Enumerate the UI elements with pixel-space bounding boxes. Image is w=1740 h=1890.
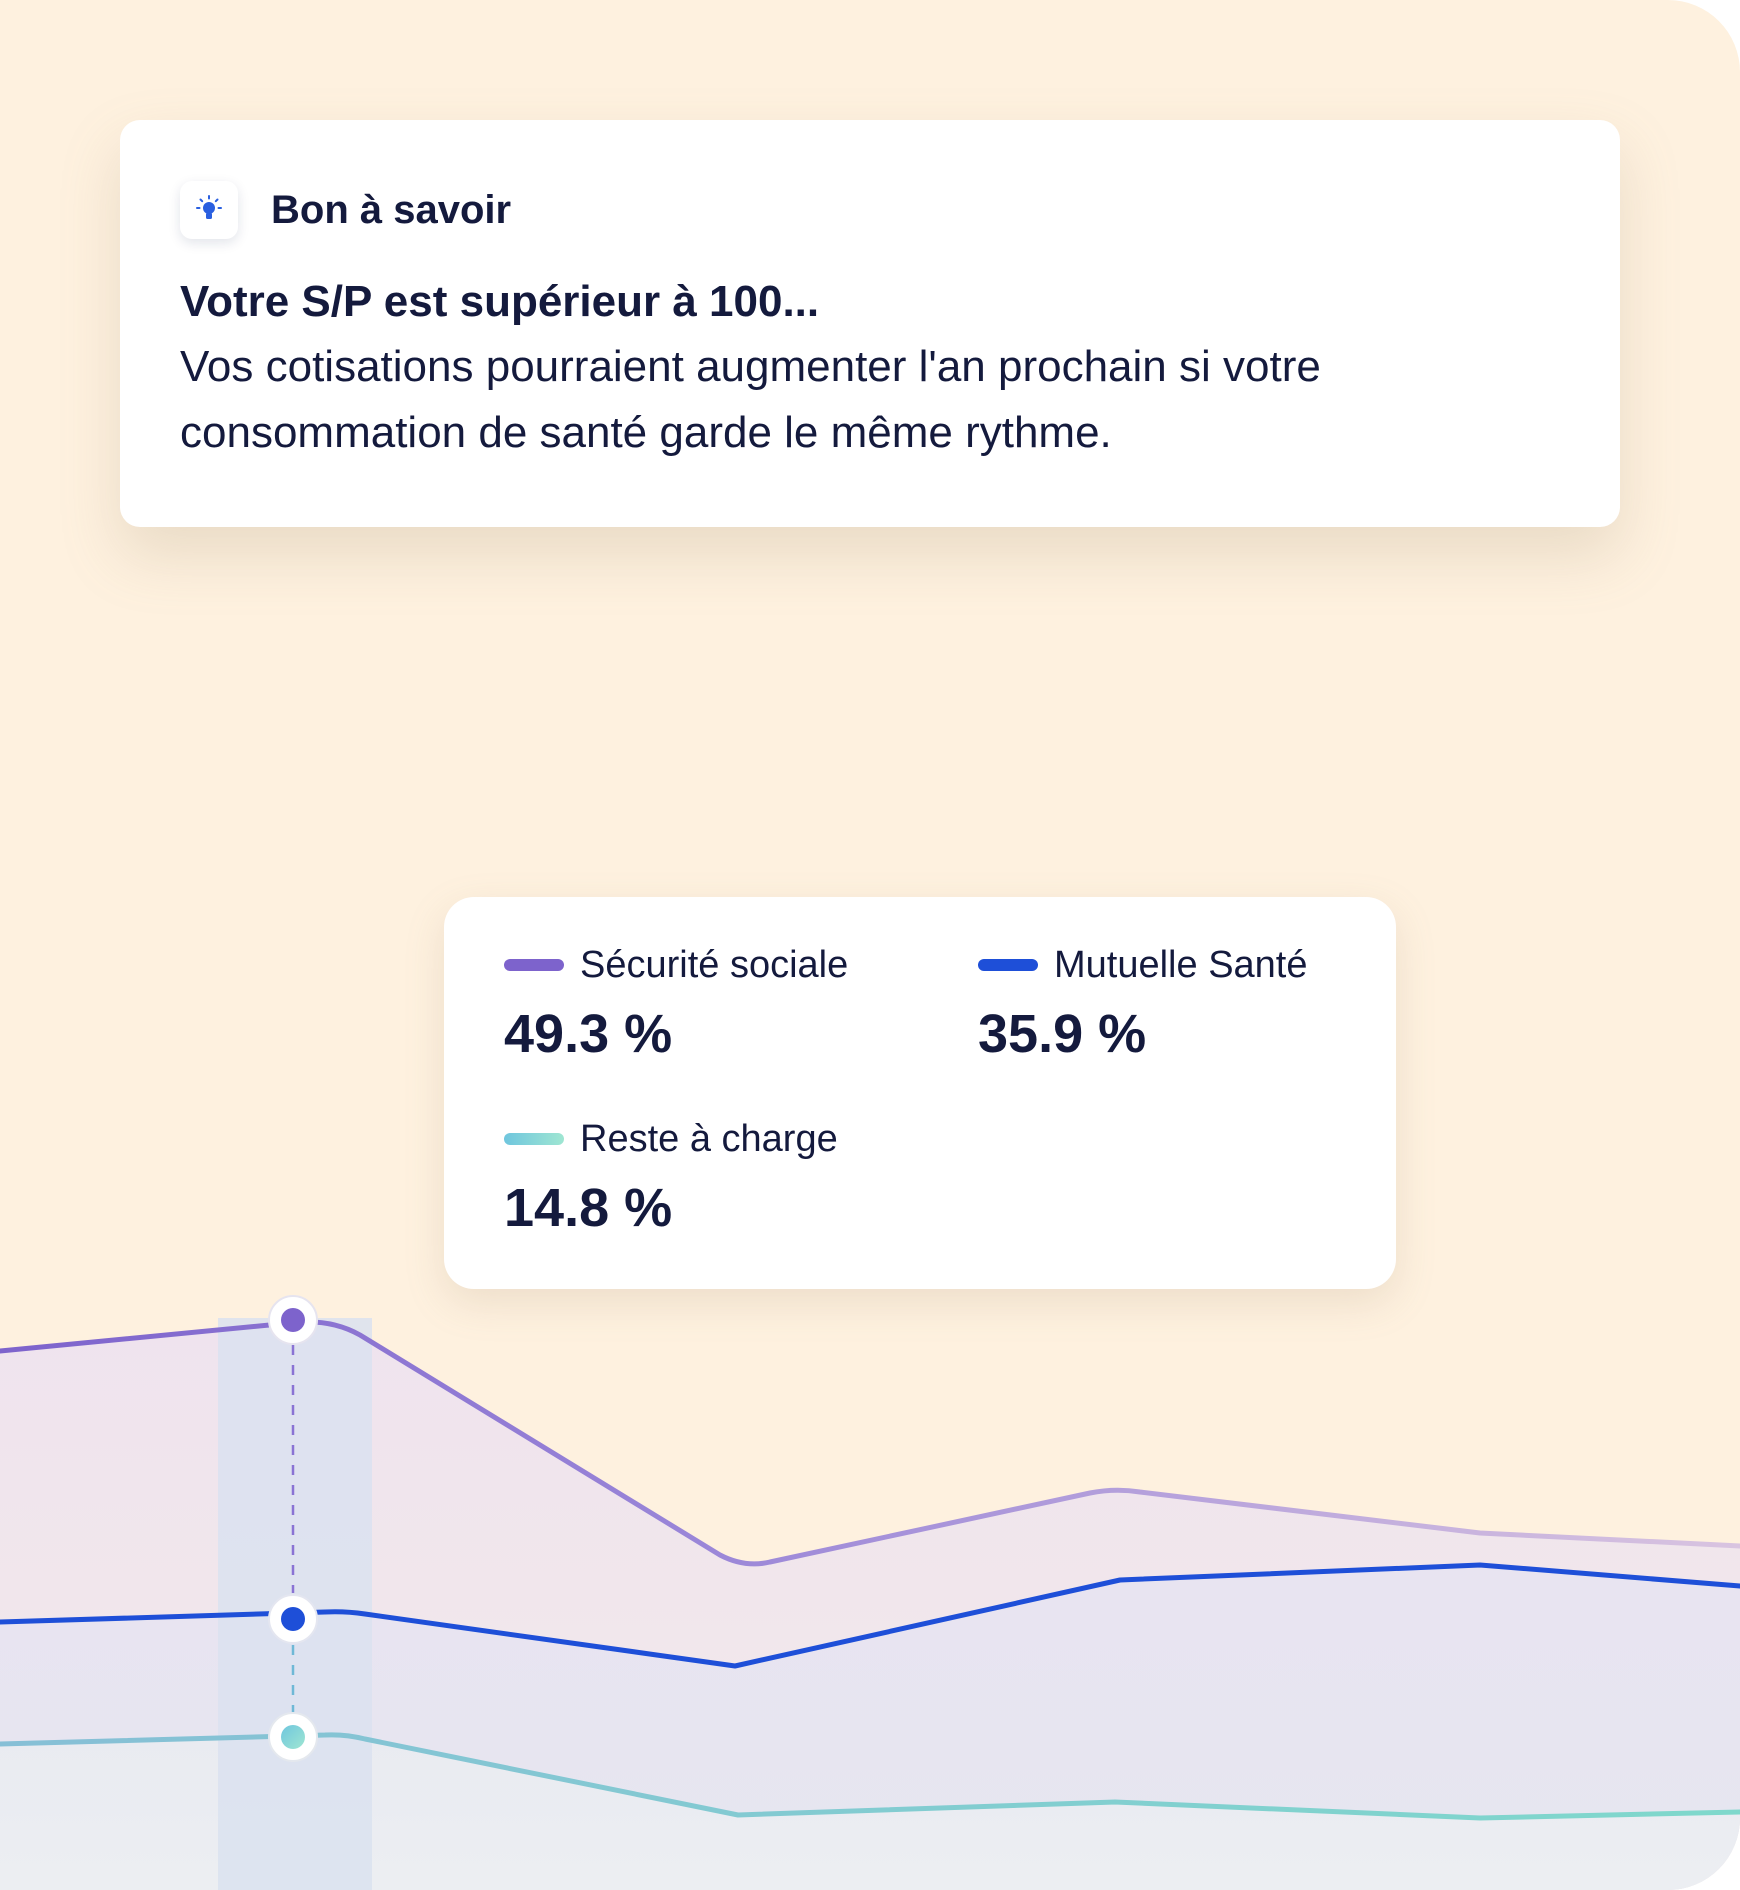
info-card: Bon à savoir Votre S/P est supérieur à 1… <box>120 120 1620 527</box>
mutuelle-sante-line <box>0 1562 1740 1669</box>
legend-value: 35.9 % <box>978 1004 1147 1064</box>
legend-item-mutuelle-sante: Mutuelle Santé 35.9 % <box>978 941 1378 1065</box>
legend-swatch <box>504 1133 564 1145</box>
info-card-heading: Votre S/P est supérieur à 100... <box>180 277 820 326</box>
reste-a-charge-line <box>0 1732 1740 1821</box>
legend-value: 14.8 % <box>504 1178 673 1238</box>
legend-swatch <box>978 959 1038 971</box>
legend-name: Mutuelle Santé <box>1054 943 1308 986</box>
lightbulb-icon-glyph <box>196 195 222 219</box>
mutuelle-sante-point[interactable] <box>268 1594 318 1644</box>
legend-swatch <box>504 959 564 971</box>
legend-item-reste-a-charge: Reste à charge 14.8 % <box>504 1115 904 1239</box>
securite-sociale-line <box>0 1319 1740 1567</box>
legend-value: 49.3 % <box>504 1004 673 1064</box>
legend-card: Sécurité sociale 49.3 % Mutuelle Santé 3… <box>444 897 1396 1289</box>
info-card-header: Bon à savoir <box>180 180 1560 240</box>
legend-name: Sécurité sociale <box>580 943 849 986</box>
lightbulb-icon <box>180 181 238 239</box>
reste-a-charge-point[interactable] <box>268 1712 318 1762</box>
legend-item-securite-sociale: Sécurité sociale 49.3 % <box>504 941 904 1065</box>
legend-name: Reste à charge <box>580 1117 838 1160</box>
info-card-label: Bon à savoir <box>271 187 512 232</box>
securite-sociale-point[interactable] <box>268 1295 318 1345</box>
info-card-body: Vos cotisations pourraient augmenter l'a… <box>180 342 1321 457</box>
